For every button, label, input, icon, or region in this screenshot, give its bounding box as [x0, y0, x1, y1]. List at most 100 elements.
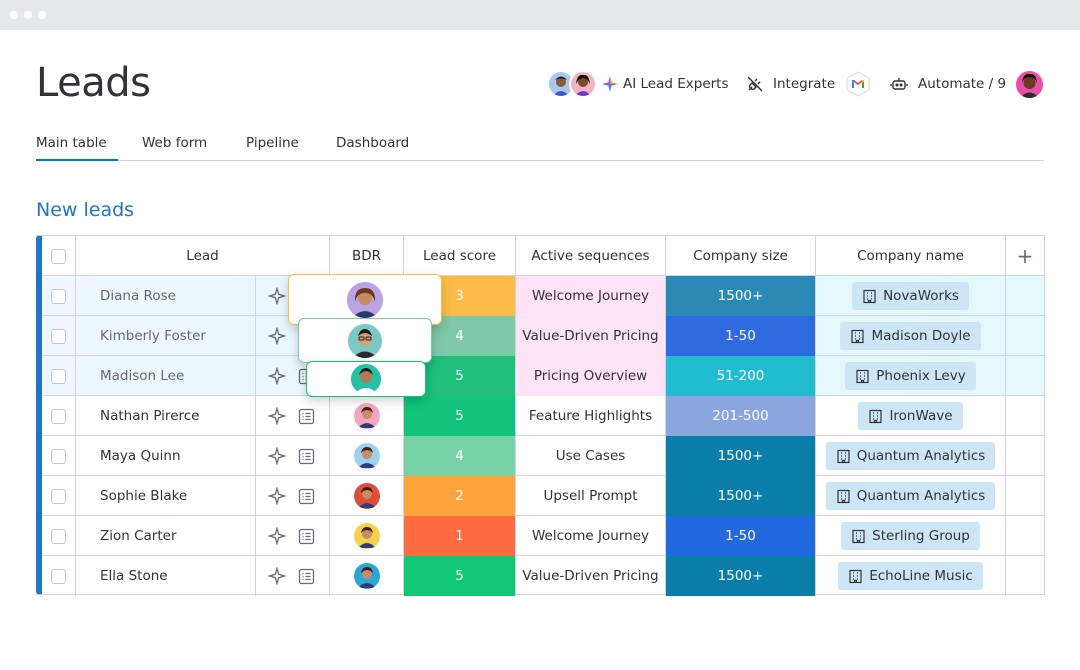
company-chip[interactable]: NovaWorks [852, 282, 969, 310]
sparkle-outline-icon[interactable] [268, 287, 286, 305]
table-row[interactable]: Kimberly Foster 4 Value-Driven Pricing 1… [42, 316, 1044, 356]
sparkle-outline-icon[interactable] [268, 407, 286, 425]
row-checkbox[interactable] [51, 488, 66, 504]
sparkle-outline-icon[interactable] [268, 327, 286, 345]
bdr-cell[interactable] [330, 516, 404, 556]
table-row[interactable]: Ella Stone 5 Value-Driven Pricing 1500+ … [42, 556, 1044, 596]
add-column-button[interactable]: + [1016, 244, 1034, 268]
lead-name[interactable]: Kimberly Foster [76, 316, 256, 356]
company-name-cell[interactable]: Phoenix Levy [816, 356, 1006, 396]
group-title[interactable]: New leads [36, 199, 135, 221]
tab-main-table[interactable]: Main table [36, 135, 118, 161]
dragged-avatar-card[interactable] [306, 361, 426, 397]
active-sequence-cell[interactable]: Upsell Prompt [516, 476, 666, 516]
column-header-company-size[interactable]: Company size [666, 236, 816, 276]
lead-score-cell[interactable]: 5 [404, 556, 516, 596]
company-name-cell[interactable]: NovaWorks [816, 276, 1006, 316]
list-doc-icon[interactable] [298, 408, 315, 425]
tab-web-form[interactable]: Web form [142, 135, 208, 151]
company-name-cell[interactable]: Madison Doyle [816, 316, 1006, 356]
company-size-cell[interactable]: 51-200 [666, 356, 816, 396]
integrate-button[interactable]: Integrate [746, 68, 871, 100]
row-checkbox[interactable] [51, 528, 66, 544]
company-size-cell[interactable]: 1500+ [666, 556, 816, 596]
table-row[interactable]: Maya Quinn 4 Use Cases 1500+ Quantum Ana… [42, 436, 1044, 476]
lead-score-cell[interactable]: 1 [404, 516, 516, 556]
table-row[interactable]: Madison Lee 5 Pricing Overview 51-200 Ph… [42, 356, 1044, 396]
lead-name[interactable]: Madison Lee [76, 356, 256, 396]
company-name-cell[interactable]: Quantum Analytics [816, 476, 1006, 516]
automate-button[interactable]: Automate / 9 [890, 68, 1006, 100]
sparkle-outline-icon[interactable] [268, 367, 286, 385]
bdr-cell[interactable] [330, 396, 404, 436]
row-checkbox[interactable] [51, 368, 66, 384]
lead-score-cell[interactable]: 5 [404, 396, 516, 436]
active-sequence-cell[interactable]: Use Cases [516, 436, 666, 476]
row-checkbox[interactable] [51, 328, 66, 344]
table-row[interactable]: Zion Carter 1 Welcome Journey 1-50 Sterl… [42, 516, 1044, 556]
table-row[interactable]: Nathan Pirerce 5 Feature Highlights 201-… [42, 396, 1044, 436]
bdr-cell[interactable] [330, 436, 404, 476]
row-checkbox[interactable] [51, 408, 66, 424]
company-size-cell[interactable]: 1500+ [666, 276, 816, 316]
bdr-cell[interactable] [330, 556, 404, 596]
active-sequence-cell[interactable]: Value-Driven Pricing [516, 556, 666, 596]
list-doc-icon[interactable] [298, 448, 315, 465]
sparkle-outline-icon[interactable] [268, 487, 286, 505]
company-name-cell[interactable]: Sterling Group [816, 516, 1006, 556]
active-sequence-cell[interactable]: Welcome Journey [516, 516, 666, 556]
company-chip[interactable]: Phoenix Levy [845, 362, 976, 390]
column-header-company-name[interactable]: Company name [816, 236, 1006, 276]
column-header-active-sequences[interactable]: Active sequences [516, 236, 666, 276]
company-name-cell[interactable]: IronWave [816, 396, 1006, 436]
list-doc-icon[interactable] [298, 568, 315, 585]
lead-score-cell[interactable]: 2 [404, 476, 516, 516]
user-avatar[interactable] [1014, 69, 1045, 100]
company-chip[interactable]: EchoLine Music [838, 562, 983, 590]
active-sequence-cell[interactable]: Feature Highlights [516, 396, 666, 436]
list-doc-icon[interactable] [298, 528, 315, 545]
company-name-cell[interactable]: EchoLine Music [816, 556, 1006, 596]
column-header-lead[interactable]: Lead [76, 236, 330, 276]
ai-experts-avatars[interactable] [547, 70, 597, 98]
row-checkbox[interactable] [51, 448, 66, 464]
lead-name[interactable]: Sophie Blake [76, 476, 256, 516]
company-size-cell[interactable]: 1500+ [666, 476, 816, 516]
dragged-avatar-card[interactable] [288, 274, 442, 325]
company-name-cell[interactable]: Quantum Analytics [816, 436, 1006, 476]
table-row[interactable]: Sophie Blake 2 Upsell Prompt 1500+ Quant… [42, 476, 1044, 516]
active-sequence-cell[interactable]: Pricing Overview [516, 356, 666, 396]
lead-name[interactable]: Diana Rose [76, 276, 256, 316]
table-row[interactable]: Diana Rose 3 Welcome Journey 1500+ NovaW… [42, 276, 1044, 316]
sparkle-outline-icon[interactable] [268, 527, 286, 545]
company-size-cell[interactable]: 1-50 [666, 316, 816, 356]
lead-name[interactable]: Zion Carter [76, 516, 256, 556]
dragged-avatar-card[interactable] [298, 318, 432, 363]
sparkle-outline-icon[interactable] [268, 567, 286, 585]
lead-score-cell[interactable]: 4 [404, 436, 516, 476]
company-chip[interactable]: Madison Doyle [840, 322, 981, 350]
row-checkbox[interactable] [51, 568, 66, 584]
ai-lead-experts-button[interactable]: AI Lead Experts [602, 68, 729, 100]
company-size-cell[interactable]: 1500+ [666, 436, 816, 476]
lead-name[interactable]: Maya Quinn [76, 436, 256, 476]
row-checkbox[interactable] [51, 288, 66, 304]
company-chip[interactable]: Sterling Group [841, 522, 980, 550]
sparkle-outline-icon[interactable] [268, 447, 286, 465]
lead-name[interactable]: Nathan Pirerce [76, 396, 256, 436]
active-sequence-cell[interactable]: Welcome Journey [516, 276, 666, 316]
tab-dashboard[interactable]: Dashboard [336, 135, 410, 151]
column-header-lead-score[interactable]: Lead score [404, 236, 516, 276]
active-sequence-cell[interactable]: Value-Driven Pricing [516, 316, 666, 356]
company-size-cell[interactable]: 201-500 [666, 396, 816, 436]
tab-pipeline[interactable]: Pipeline [246, 135, 299, 151]
company-chip[interactable]: Quantum Analytics [825, 482, 996, 510]
company-size-cell[interactable]: 1-50 [666, 516, 816, 556]
lead-name[interactable]: Ella Stone [76, 556, 256, 596]
select-all-checkbox[interactable] [51, 248, 66, 264]
company-chip[interactable]: IronWave [858, 402, 963, 430]
column-header-bdr[interactable]: BDR [330, 236, 404, 276]
list-doc-icon[interactable] [298, 488, 315, 505]
company-chip[interactable]: Quantum Analytics [825, 442, 996, 470]
bdr-cell[interactable] [330, 476, 404, 516]
